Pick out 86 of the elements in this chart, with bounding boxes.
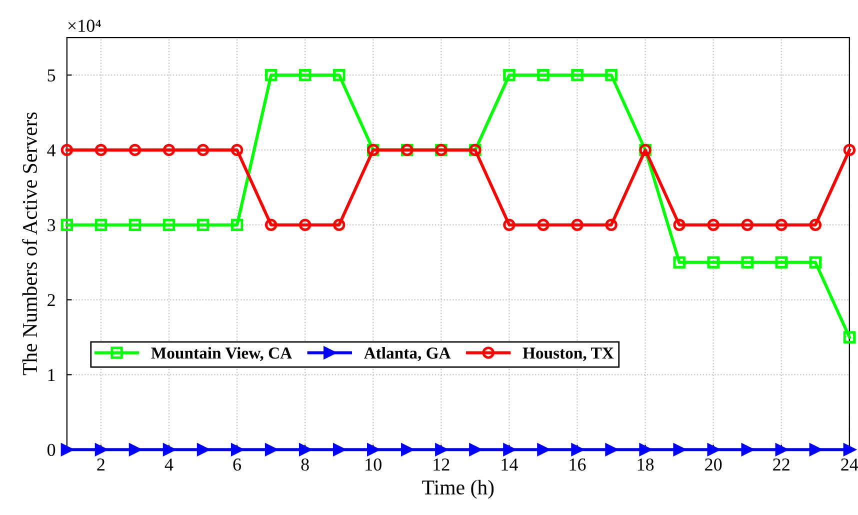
point: [230, 218, 244, 231]
y-tick-label: 5: [48, 69, 56, 82]
point: [94, 218, 108, 231]
point: [673, 218, 686, 231]
point: [503, 68, 516, 82]
x-tick-label: 22: [773, 458, 790, 470]
legend-label: Houston, TX: [522, 348, 614, 362]
point: [741, 443, 754, 456]
point: [605, 218, 618, 231]
point: [162, 443, 176, 456]
point: [775, 256, 788, 268]
point: [264, 68, 278, 82]
x-axis-title: Time (h): [422, 480, 494, 499]
point: [707, 256, 720, 268]
point: [435, 443, 448, 456]
point: [332, 68, 346, 82]
x-tick-label: 12: [434, 458, 450, 470]
point: [673, 443, 686, 456]
point: [707, 443, 720, 456]
x-tick-label: 6: [233, 458, 242, 471]
point: [571, 68, 584, 82]
point: [60, 218, 74, 231]
legend-label: Mountain View, CA: [151, 346, 292, 362]
point: [264, 443, 278, 456]
point: [605, 443, 618, 456]
x-tick-label: 10: [366, 458, 382, 471]
y-tick-label: 0: [47, 444, 56, 456]
point: [707, 218, 720, 231]
point: [537, 218, 550, 231]
point: [809, 443, 822, 456]
point: [469, 443, 482, 456]
point: [809, 256, 822, 268]
point: [230, 443, 244, 456]
x-tick-label: 18: [638, 458, 654, 471]
point: [298, 68, 312, 82]
x-tick-label: 16: [570, 458, 586, 471]
point: [809, 218, 822, 231]
text: ×10⁴: [68, 20, 101, 32]
point: [128, 218, 142, 231]
x-tick-label: 14: [502, 458, 518, 470]
y-tick-label: 4: [47, 144, 56, 156]
point: [843, 443, 856, 456]
legend-label: Atlanta, GA: [364, 346, 451, 362]
point: [332, 218, 346, 231]
point: [741, 218, 754, 231]
point: [298, 218, 312, 231]
point: [94, 443, 108, 456]
point: [264, 218, 278, 231]
point: [843, 144, 856, 156]
x-tick-label: 2: [97, 458, 104, 470]
point: [367, 443, 380, 456]
point: [537, 443, 550, 456]
point: [571, 218, 584, 231]
y-tick-label: 2: [48, 294, 55, 306]
y-tick-label: 3: [48, 219, 56, 232]
point: [94, 144, 108, 156]
point: [571, 443, 584, 456]
point: [775, 218, 788, 231]
x-tick-label: 20: [705, 458, 722, 471]
x-tick-label: 4: [164, 458, 174, 470]
point: [673, 256, 686, 268]
point: [775, 443, 788, 456]
y-tick-label: 1: [48, 369, 55, 381]
point: [298, 443, 312, 456]
point: [162, 144, 176, 156]
point: [639, 443, 652, 456]
point: [332, 443, 346, 456]
point: [741, 256, 754, 268]
point: [537, 68, 550, 82]
point: [401, 443, 414, 456]
point: [60, 443, 74, 456]
point: [196, 443, 210, 456]
point: [128, 443, 142, 456]
point: [128, 144, 142, 156]
point: [196, 218, 210, 231]
x-tick-label: 8: [301, 458, 309, 471]
y-axis-title: The Numbers of Active Servers: [22, 112, 37, 376]
point: [503, 218, 516, 231]
point: [503, 443, 516, 456]
point: [843, 331, 856, 344]
point: [60, 144, 74, 156]
x-tick-label: 24: [841, 458, 858, 470]
point: [162, 218, 176, 231]
point: [230, 144, 244, 156]
point: [605, 68, 618, 82]
point: [196, 144, 210, 156]
